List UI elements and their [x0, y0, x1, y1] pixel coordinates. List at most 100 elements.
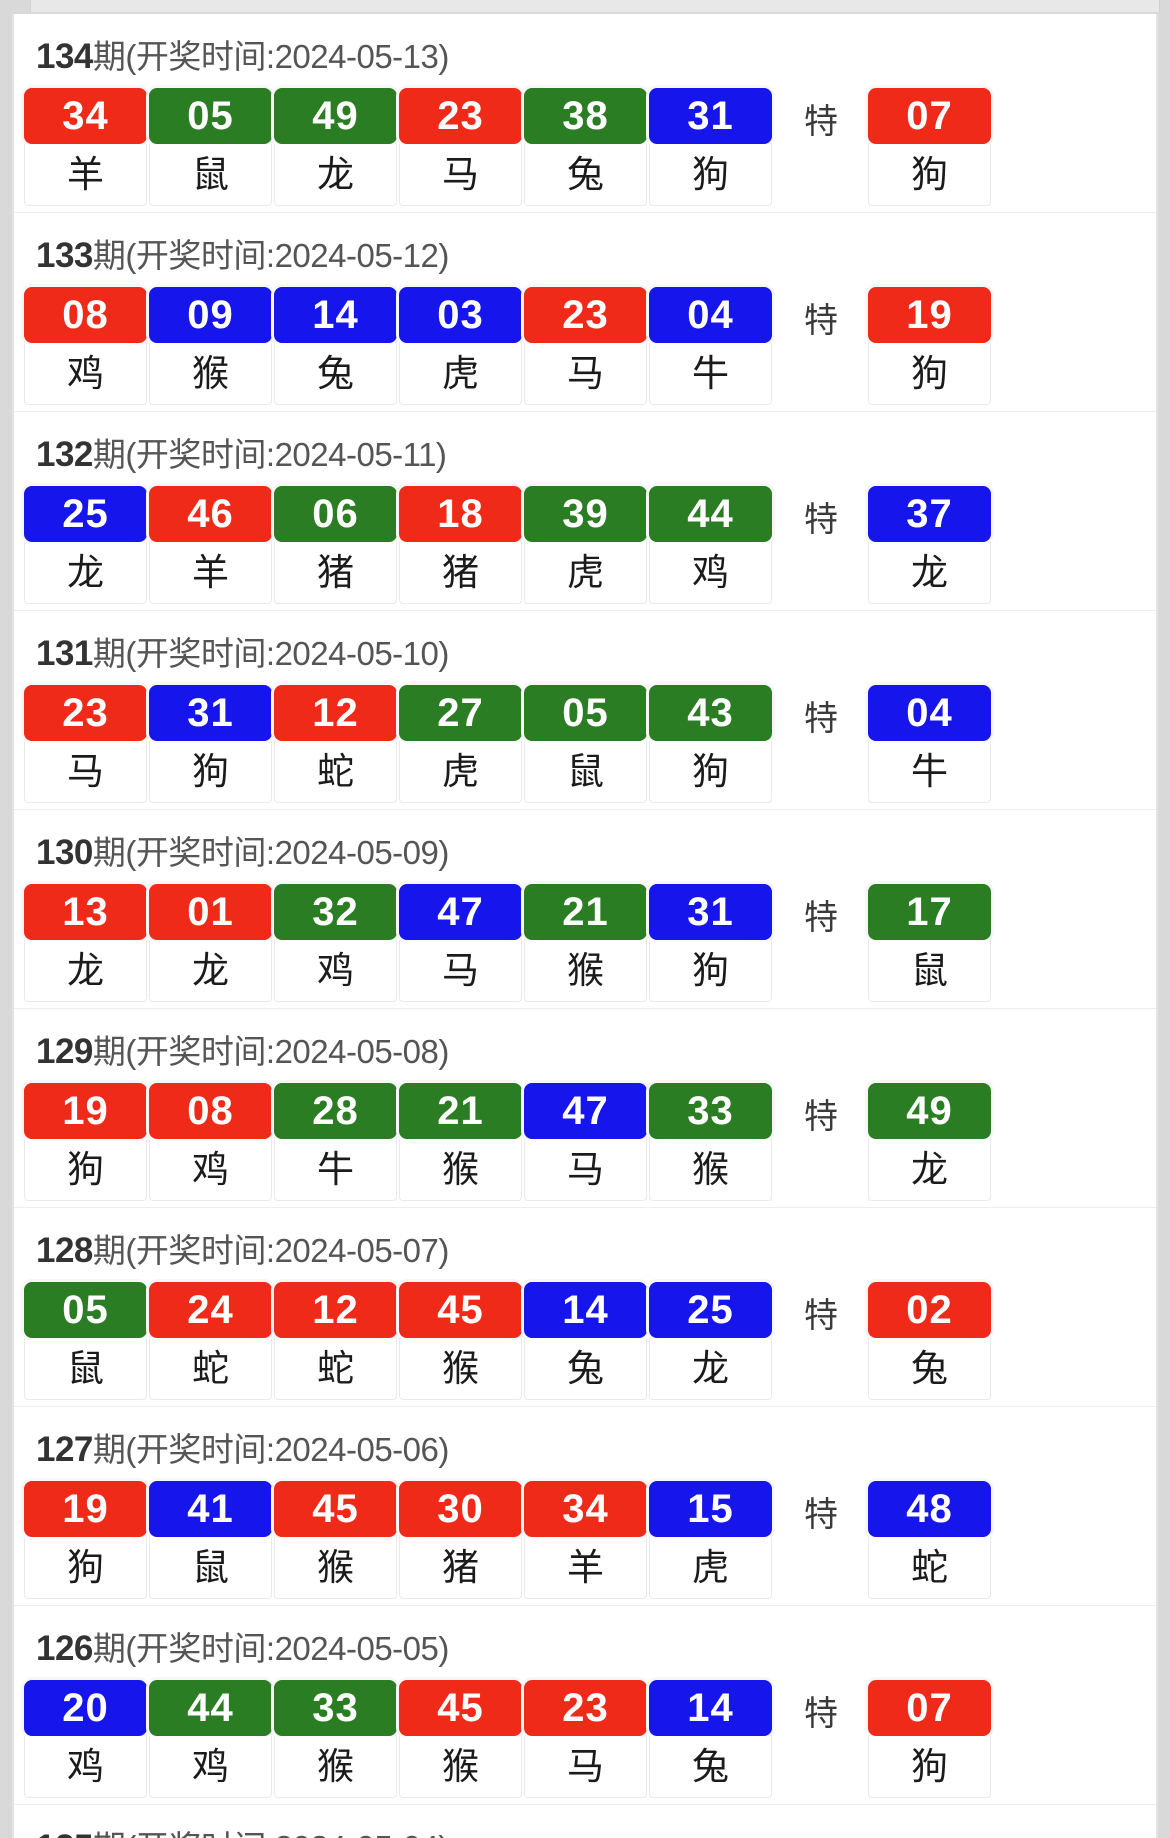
ball-cell[interactable]: 23 马 — [24, 685, 147, 803]
draw-block[interactable]: 128期(开奖时间:2024-05-07) 05 鼠 24 蛇 12 蛇 45 猴 14 兔 25 龙特… — [14, 1208, 1156, 1407]
ball-cell[interactable]: 09 猴 — [149, 287, 272, 405]
ball-number: 14 — [524, 1282, 647, 1338]
ball-cell[interactable]: 34 羊 — [524, 1481, 647, 1599]
ball-cell[interactable]: 12 蛇 — [274, 1282, 397, 1400]
ball-cell[interactable]: 05 鼠 — [24, 1282, 147, 1400]
ball-cell[interactable]: 21 猴 — [524, 884, 647, 1002]
ball-cell[interactable]: 49 龙 — [274, 88, 397, 206]
draw-block[interactable]: 130期(开奖时间:2024-05-09) 13 龙 01 龙 32 鸡 47 马 21 猴 31 狗特… — [14, 810, 1156, 1009]
special-ball-cell[interactable]: 07 狗 — [868, 88, 991, 206]
ball-number: 09 — [149, 287, 272, 343]
special-ball-cell[interactable]: 19 狗 — [868, 287, 991, 405]
ball-number: 31 — [649, 884, 772, 940]
ball-zodiac: 猴 — [649, 1139, 772, 1201]
draw-block[interactable]: 131期(开奖时间:2024-05-10) 23 马 31 狗 12 蛇 27 虎 05 鼠 43 狗特… — [14, 611, 1156, 810]
draw-date-text: 期(开奖时间:2024-05-08) — [92, 1033, 449, 1070]
draw-date-text: 期(开奖时间:2024-05-04) — [93, 1829, 449, 1838]
special-label: 特 — [804, 103, 838, 141]
ball-zodiac: 猪 — [399, 542, 522, 604]
special-ball-cell[interactable]: 17 鼠 — [868, 884, 991, 1002]
ball-cell[interactable]: 03 虎 — [399, 287, 522, 405]
special-ball-cell[interactable]: 07 狗 — [868, 1680, 991, 1798]
draw-block[interactable]: 125期(开奖时间:2024-05-04)特 — [14, 1805, 1156, 1838]
special-ball-number: 49 — [868, 1083, 991, 1139]
ball-cell[interactable]: 47 马 — [399, 884, 522, 1002]
ball-cell[interactable]: 43 狗 — [649, 685, 772, 803]
ball-cell[interactable]: 31 狗 — [649, 884, 772, 1002]
ball-cell[interactable]: 27 虎 — [399, 685, 522, 803]
special-ball-cell[interactable]: 37 龙 — [868, 486, 991, 604]
ball-cell[interactable]: 30 猪 — [399, 1481, 522, 1599]
ball-zodiac: 鸡 — [649, 542, 772, 604]
ball-number: 04 — [649, 287, 772, 343]
ball-cell[interactable]: 46 羊 — [149, 486, 272, 604]
special-ball-cell[interactable]: 04 牛 — [868, 685, 991, 803]
ball-zodiac: 牛 — [274, 1139, 397, 1201]
special-label: 特 — [804, 1098, 838, 1136]
ball-cell[interactable]: 15 虎 — [649, 1481, 772, 1599]
draw-block[interactable]: 134期(开奖时间:2024-05-13) 34 羊 05 鼠 49 龙 23 马 38 兔 31 狗特… — [14, 14, 1156, 213]
draw-block[interactable]: 129期(开奖时间:2024-05-08) 19 狗 08 鸡 28 牛 21 猴 47 马 33 猴特… — [14, 1009, 1156, 1208]
ball-cell[interactable]: 20 鸡 — [24, 1680, 147, 1798]
draw-balls-row: 08 鸡 09 猴 14 兔 03 虎 23 马 04 牛特 19 狗 — [14, 287, 1156, 405]
ball-zodiac: 猴 — [274, 1736, 397, 1798]
ball-cell[interactable]: 34 羊 — [24, 88, 147, 206]
ball-cell[interactable]: 47 马 — [524, 1083, 647, 1201]
draw-balls-row: 19 狗 08 鸡 28 牛 21 猴 47 马 33 猴特 49 龙 — [14, 1083, 1156, 1201]
ball-cell[interactable]: 23 马 — [524, 1680, 647, 1798]
ball-cell[interactable]: 18 猪 — [399, 486, 522, 604]
ball-cell[interactable]: 33 猴 — [274, 1680, 397, 1798]
ball-cell[interactable]: 19 狗 — [24, 1083, 147, 1201]
ball-cell[interactable]: 25 龙 — [649, 1282, 772, 1400]
ball-cell[interactable]: 39 虎 — [524, 486, 647, 604]
special-ball-cell[interactable]: 49 龙 — [868, 1083, 991, 1201]
ball-cell[interactable]: 08 鸡 — [149, 1083, 272, 1201]
special-ball-cell[interactable]: 02 兔 — [868, 1282, 991, 1400]
ball-cell[interactable]: 04 牛 — [649, 287, 772, 405]
ball-cell[interactable]: 05 鼠 — [524, 685, 647, 803]
ball-cell[interactable]: 12 蛇 — [274, 685, 397, 803]
ball-cell[interactable]: 44 鸡 — [649, 486, 772, 604]
ball-cell[interactable]: 23 马 — [399, 88, 522, 206]
ball-number: 08 — [149, 1083, 272, 1139]
ball-cell[interactable]: 14 兔 — [524, 1282, 647, 1400]
ball-cell[interactable]: 33 猴 — [649, 1083, 772, 1201]
ball-cell[interactable]: 08 鸡 — [24, 287, 147, 405]
ball-cell[interactable]: 23 马 — [524, 287, 647, 405]
ball-cell[interactable]: 05 鼠 — [149, 88, 272, 206]
special-ball-zodiac: 狗 — [868, 1736, 991, 1798]
ball-cell[interactable]: 44 鸡 — [149, 1680, 272, 1798]
ball-cell[interactable]: 24 蛇 — [149, 1282, 272, 1400]
ball-number: 19 — [24, 1481, 147, 1537]
ball-cell[interactable]: 06 猪 — [274, 486, 397, 604]
draw-block[interactable]: 126期(开奖时间:2024-05-05) 20 鸡 44 鸡 33 猴 45 猴 23 马 14 兔特… — [14, 1606, 1156, 1805]
ball-cell[interactable]: 13 龙 — [24, 884, 147, 1002]
ball-cell[interactable]: 45 猴 — [399, 1282, 522, 1400]
ball-cell[interactable]: 32 鸡 — [274, 884, 397, 1002]
ball-cell[interactable]: 14 兔 — [649, 1680, 772, 1798]
draw-block[interactable]: 132期(开奖时间:2024-05-11) 25 龙 46 羊 06 猪 18 猪 39 虎 44 鸡特… — [14, 412, 1156, 611]
top-strip-inner — [30, 0, 1160, 12]
ball-cell[interactable]: 21 猴 — [399, 1083, 522, 1201]
special-separator: 特 — [774, 1680, 868, 1735]
ball-cell[interactable]: 19 狗 — [24, 1481, 147, 1599]
ball-cell[interactable]: 14 兔 — [274, 287, 397, 405]
ball-cell[interactable]: 01 龙 — [149, 884, 272, 1002]
ball-cell[interactable]: 38 兔 — [524, 88, 647, 206]
special-ball-zodiac: 蛇 — [868, 1537, 991, 1599]
draw-date-text: 期(开奖时间:2024-05-11) — [92, 436, 447, 473]
ball-cell[interactable]: 28 牛 — [274, 1083, 397, 1201]
ball-cell[interactable]: 31 狗 — [649, 88, 772, 206]
ball-cell[interactable]: 45 猴 — [274, 1481, 397, 1599]
special-ball-cell[interactable]: 48 蛇 — [868, 1481, 991, 1599]
ball-zodiac: 猴 — [399, 1139, 522, 1201]
ball-zodiac: 龙 — [149, 940, 272, 1002]
ball-cell[interactable]: 45 猴 — [399, 1680, 522, 1798]
draw-block[interactable]: 127期(开奖时间:2024-05-06) 19 狗 41 鼠 45 猴 30 猪 34 羊 15 虎特… — [14, 1407, 1156, 1606]
draw-block[interactable]: 133期(开奖时间:2024-05-12) 08 鸡 09 猴 14 兔 03 虎 23 马 04 牛特… — [14, 213, 1156, 412]
ball-cell[interactable]: 31 狗 — [149, 685, 272, 803]
ball-cell[interactable]: 25 龙 — [24, 486, 147, 604]
special-label: 特 — [804, 1695, 838, 1733]
ball-cell[interactable]: 41 鼠 — [149, 1481, 272, 1599]
draw-date-text: 期(开奖时间:2024-05-06) — [92, 1431, 449, 1468]
